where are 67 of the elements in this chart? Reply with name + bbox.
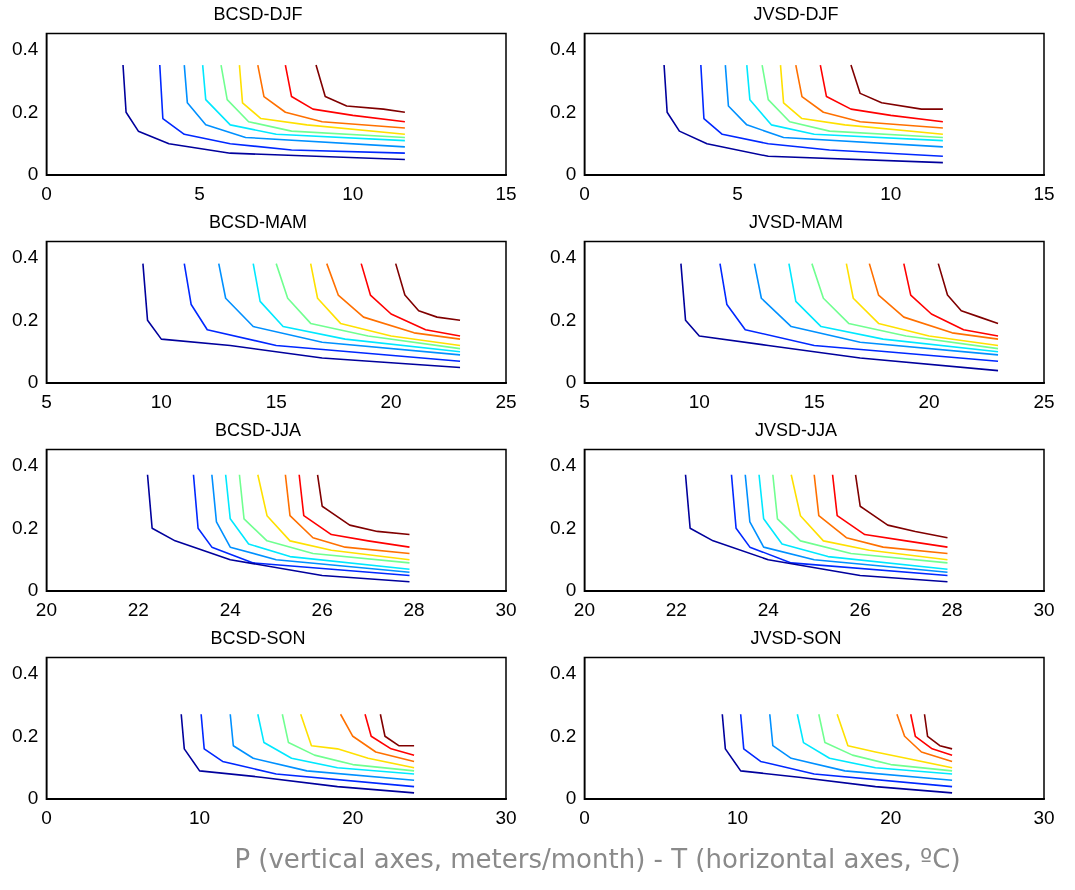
chart-title: BCSD-DJF [213,3,303,24]
y-tick-label: 0.4 [549,453,577,475]
y-tick-label: 0.4 [11,453,39,475]
x-tick-label: 10 [189,806,211,828]
y-tick-label: 0 [27,787,39,809]
y-tick-label: 0 [565,371,577,393]
x-tick-label: 5 [194,182,205,204]
x-tick-label: 15 [803,390,825,412]
x-tick-label: 10 [688,390,710,412]
y-tick-label: 0.2 [11,724,39,746]
x-tick-label: 24 [219,598,242,620]
y-tick-label: 0.2 [549,516,577,538]
x-tick-label: 24 [757,598,780,620]
chart-title: BCSD-SON [210,627,306,648]
y-tick-label: 0.4 [549,245,577,267]
y-tick-label: 0.2 [549,724,577,746]
x-tick-label: 28 [941,598,963,620]
y-tick-label: 0.2 [11,100,39,122]
chart-title: JVSD-DJF [753,3,839,24]
x-tick-label: 30 [495,806,517,828]
x-tick-label: 20 [880,806,902,828]
x-tick-label: 25 [495,390,517,412]
y-tick-label: 0 [565,787,577,809]
x-tick-label: 20 [918,390,940,412]
x-tick-label: 30 [1033,598,1055,620]
y-tick-label: 0 [565,163,577,185]
x-tick-label: 5 [41,390,52,412]
chart-title: JVSD-MAM [749,211,843,232]
x-tick-label: 26 [849,598,871,620]
x-tick-label: 10 [880,182,902,204]
x-tick-label: 26 [311,598,333,620]
x-tick-label: 20 [35,598,57,620]
y-tick-label: 0.2 [549,308,577,330]
y-tick-label: 0.2 [11,516,39,538]
x-tick-label: 15 [495,182,517,204]
y-tick-label: 0 [27,163,39,185]
x-tick-label: 15 [1033,182,1055,204]
y-tick-label: 0.2 [549,100,577,122]
x-tick-label: 5 [732,182,743,204]
x-tick-label: 28 [403,598,425,620]
text: P (vertical axes, meters/month) - T (horizontal axes, ºC) [233,844,962,874]
x-tick-label: 10 [727,806,749,828]
x-tick-label: 25 [1033,390,1055,412]
y-tick-label: 0.4 [549,661,577,683]
x-tick-label: 10 [150,390,172,412]
chart-title: JVSD-SON [750,627,842,648]
y-tick-label: 0 [27,579,39,601]
y-tick-label: 0.4 [11,245,39,267]
y-tick-label: 0 [27,371,39,393]
x-tick-label: 10 [342,182,364,204]
x-tick-label: 20 [342,806,364,828]
y-tick-label: 0 [565,579,577,601]
chart-title: JVSD-JJA [754,419,838,440]
x-tick-label: 5 [579,390,590,412]
y-tick-label: 0.4 [11,37,39,59]
x-tick-label: 20 [573,598,595,620]
y-tick-label: 0.4 [549,37,577,59]
x-tick-label: 22 [127,598,149,620]
x-tick-label: 30 [1033,806,1055,828]
x-tick-label: 30 [495,598,517,620]
x-tick-label: 15 [265,390,287,412]
chart-title: BCSD-MAM [209,211,307,232]
x-tick-label: 20 [380,390,402,412]
chart-title: BCSD-JJA [214,419,302,440]
y-tick-label: 0.2 [11,308,39,330]
x-tick-label: 22 [665,598,687,620]
y-tick-label: 0.4 [11,661,39,683]
